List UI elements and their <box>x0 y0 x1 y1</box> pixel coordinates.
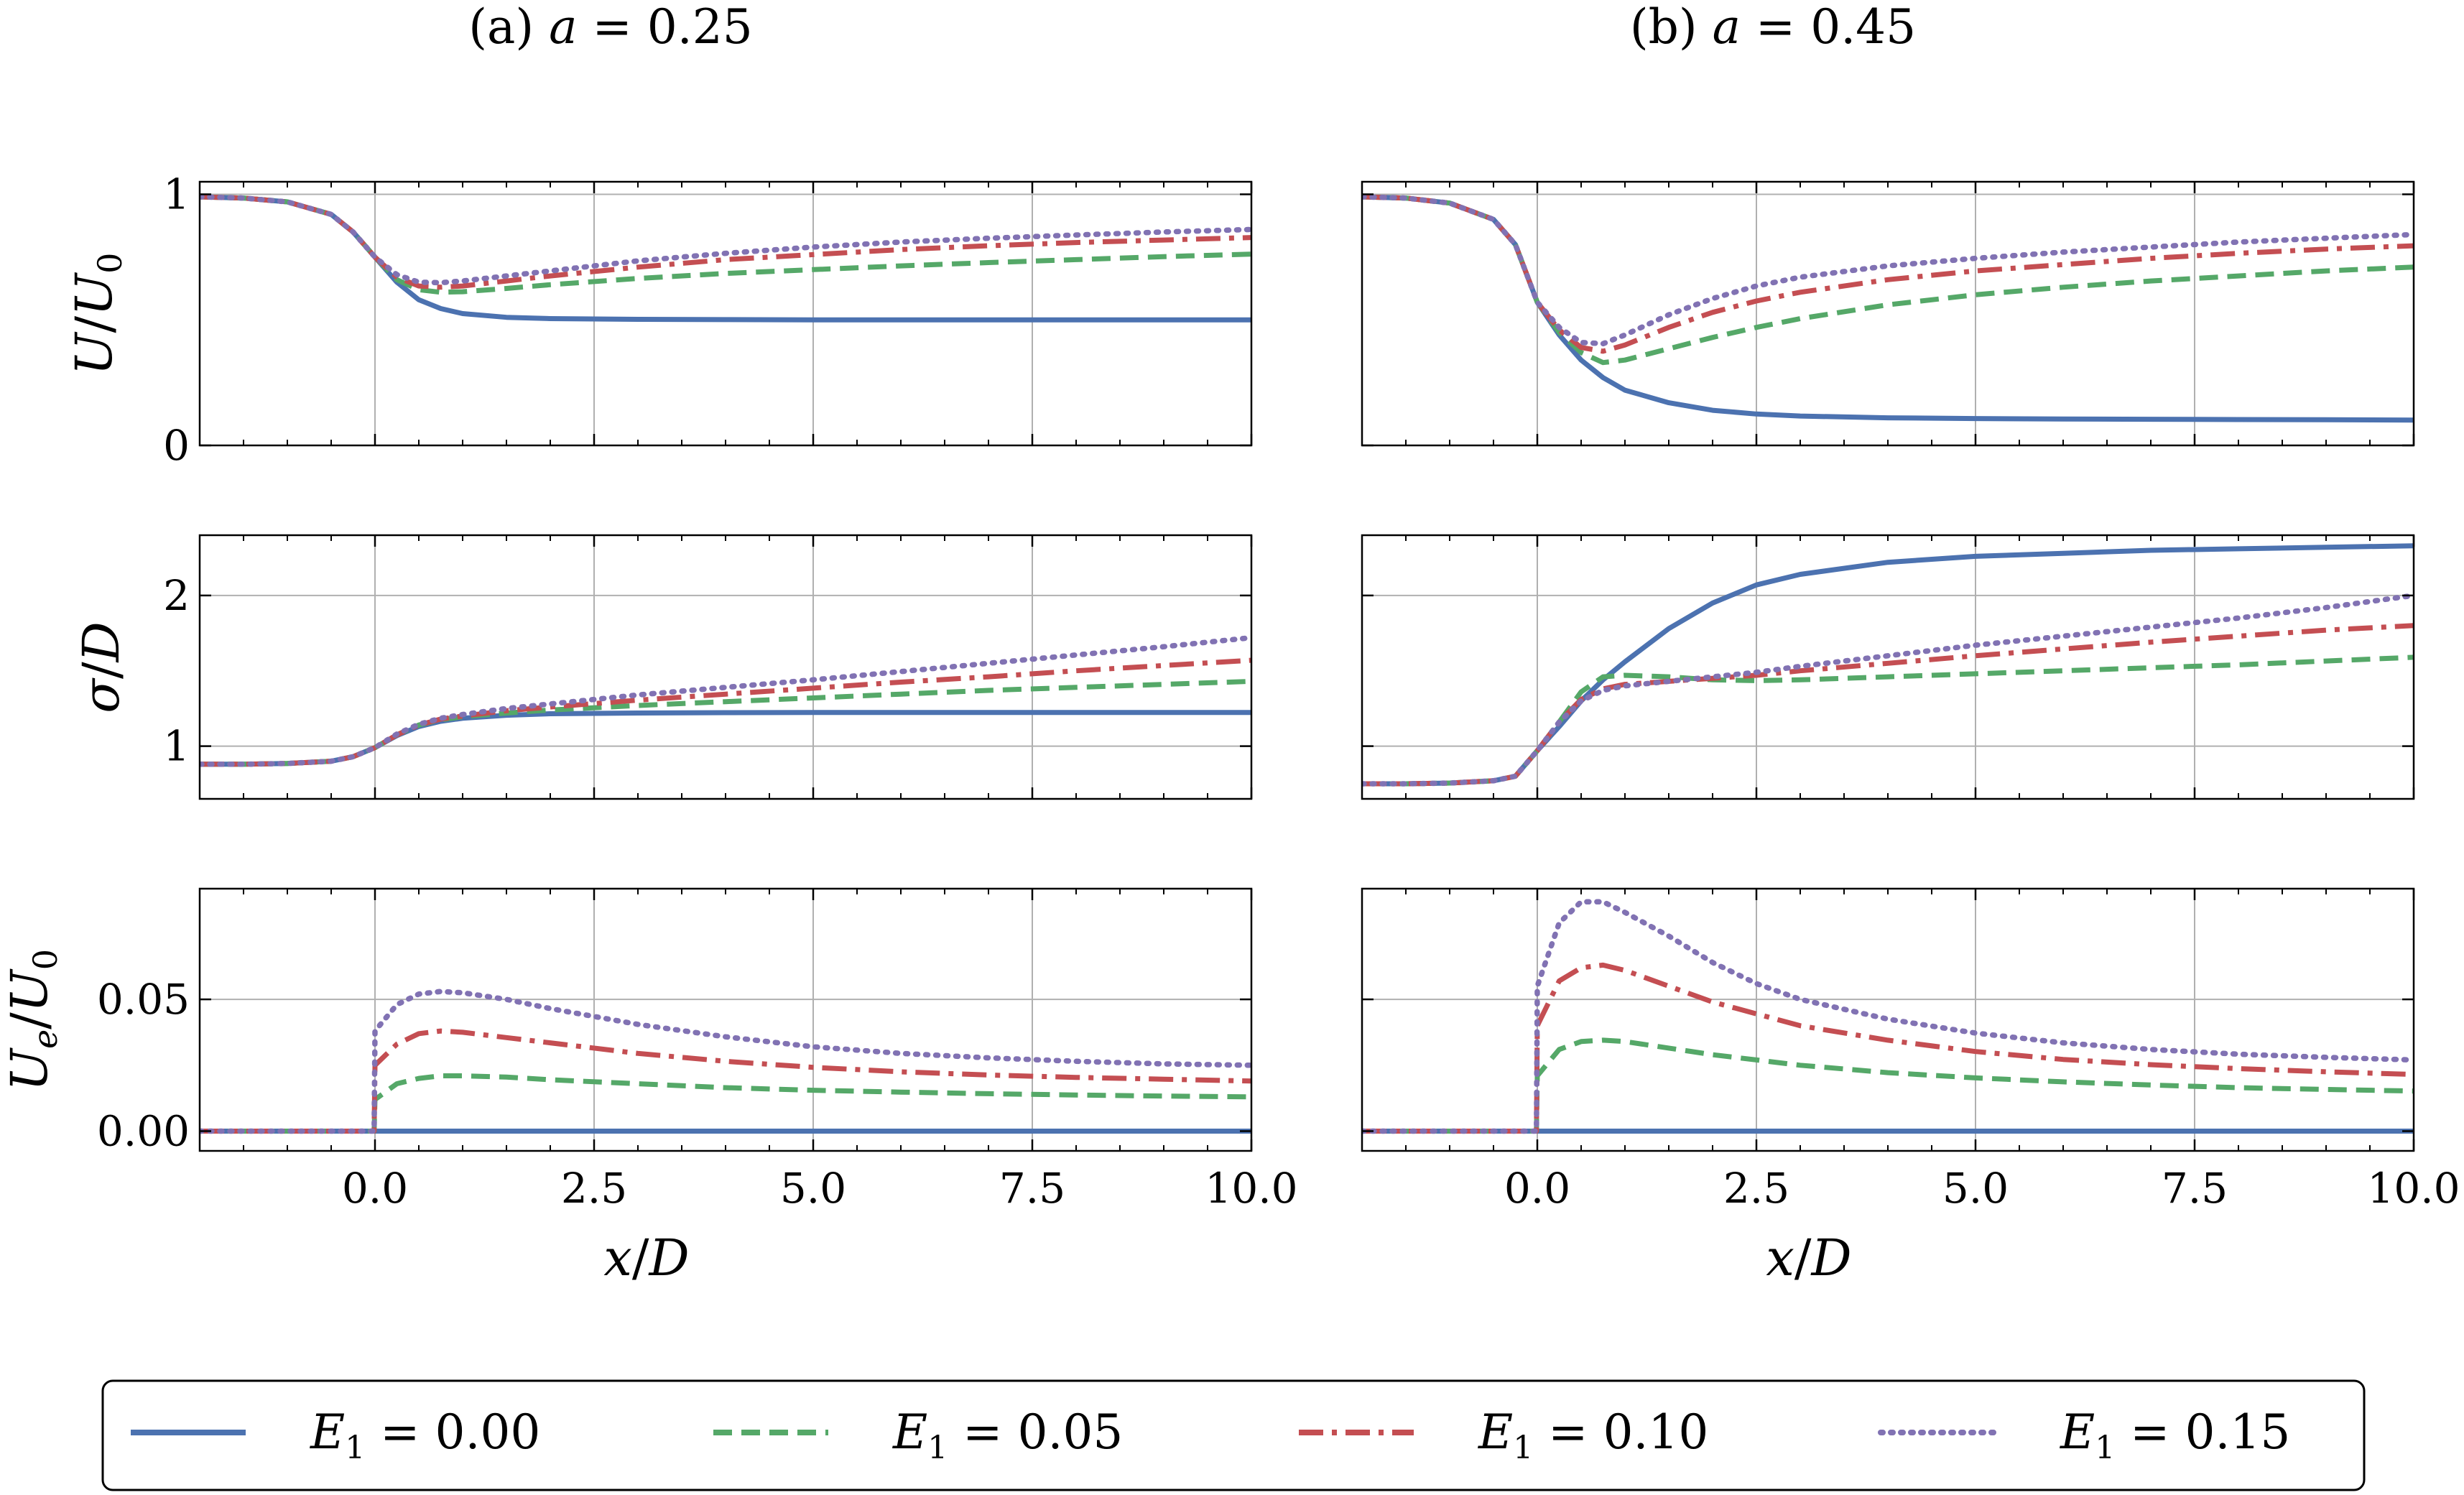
series-line-dashed <box>200 194 1251 295</box>
column-title: (b) a = 0.45 <box>1630 0 1916 55</box>
series-line-dashdot <box>200 1028 1251 1134</box>
series-line-solid <box>200 194 1251 323</box>
axes-frame <box>1361 887 2415 1152</box>
x-tick-label: 10.0 <box>2367 1164 2460 1213</box>
panel-b-bot: 0.0 2.5 5.0 7.5 10.0 <box>1361 887 2460 1213</box>
y-tick-label: 0 <box>163 421 190 470</box>
x-tick-label: 5.0 <box>780 1164 846 1213</box>
y-tick-label: 1 <box>163 170 190 218</box>
legend-label: E1 = 0.00 <box>310 1404 540 1466</box>
x-axis-label: x/D <box>603 1228 689 1287</box>
series-line-dashed <box>200 1073 1251 1134</box>
series-line-dashdot <box>1362 962 2414 1134</box>
y-tick-label: 0.05 <box>97 975 190 1024</box>
legend: E1 = 0.00 E1 = 0.05 E1 = 0.10 E1 = 0.15 <box>101 1379 2366 1491</box>
series-line-dotted <box>200 194 1251 286</box>
legend-item: E1 = 0.15 <box>1878 1404 2290 1466</box>
series-line-dotted <box>1362 593 2414 787</box>
y-tick-label: 1 <box>163 722 190 771</box>
series-line-dotted <box>1362 194 2414 347</box>
series-group <box>200 989 1251 1134</box>
x-tick-label: 7.5 <box>2162 1164 2228 1213</box>
panel-a-top: 01 <box>163 170 1253 470</box>
series-line-dashdot <box>1362 623 2414 787</box>
series-line-dotted <box>200 634 1251 767</box>
panel-a-mid: 12 <box>163 534 1253 800</box>
panel-b-top <box>1361 180 2415 447</box>
x-tick-label: 7.5 <box>999 1164 1065 1213</box>
panel-a-bot: 0.00 0.05 0.0 2.5 5.0 7.5 10.0 <box>97 887 1298 1213</box>
series-group <box>1362 543 2414 787</box>
legend-label: E1 = 0.15 <box>2060 1404 2290 1466</box>
y-axis-label-sigma: σ/D <box>72 621 131 713</box>
column-title: (a) a = 0.25 <box>468 0 752 55</box>
series-group <box>1362 194 2414 423</box>
axes-frame <box>198 534 1253 800</box>
legend-item: E1 = 0.10 <box>1299 1404 1708 1466</box>
series-group <box>200 194 1251 323</box>
series-line-dotted <box>1362 899 2414 1134</box>
series-line-dashdot <box>200 194 1251 290</box>
axes-frame <box>1361 534 2415 800</box>
axes-frame <box>1361 180 2415 447</box>
series-line-dashed <box>1362 1037 2414 1134</box>
legend-frame <box>101 1379 2366 1491</box>
legend-label: E1 = 0.10 <box>1478 1404 1708 1466</box>
y-tick-label: 0.00 <box>97 1106 190 1155</box>
x-tick-label: 0.0 <box>1504 1164 1570 1213</box>
x-tick-label: 5.0 <box>1942 1164 2009 1213</box>
series-group <box>1362 899 2414 1134</box>
y-tick-label: 2 <box>163 571 190 620</box>
panel-b-mid <box>1361 534 2415 800</box>
series-line-solid <box>1362 194 2414 423</box>
axes-frame <box>198 180 1253 447</box>
x-axis-label: x/D <box>1766 1228 1851 1287</box>
x-tick-label: 2.5 <box>561 1164 627 1213</box>
y-axis-label-velocity: U/U0 <box>65 253 129 376</box>
series-group <box>200 634 1251 767</box>
series-line-dashed <box>1362 654 2414 787</box>
series-line-dashdot <box>1362 194 2414 354</box>
x-tick-label: 0.0 <box>342 1164 408 1213</box>
series-line-dotted <box>200 989 1251 1134</box>
y-axis-label-entrainment: Ue/U0 <box>0 949 65 1091</box>
legend-item: E1 = 0.05 <box>713 1404 1123 1466</box>
x-tick-label: 2.5 <box>1723 1164 1789 1213</box>
legend-label: E1 = 0.05 <box>892 1404 1123 1466</box>
x-tick-label: 10.0 <box>1205 1164 1297 1213</box>
legend-item: E1 = 0.00 <box>131 1404 540 1466</box>
axes-frame <box>198 887 1253 1152</box>
